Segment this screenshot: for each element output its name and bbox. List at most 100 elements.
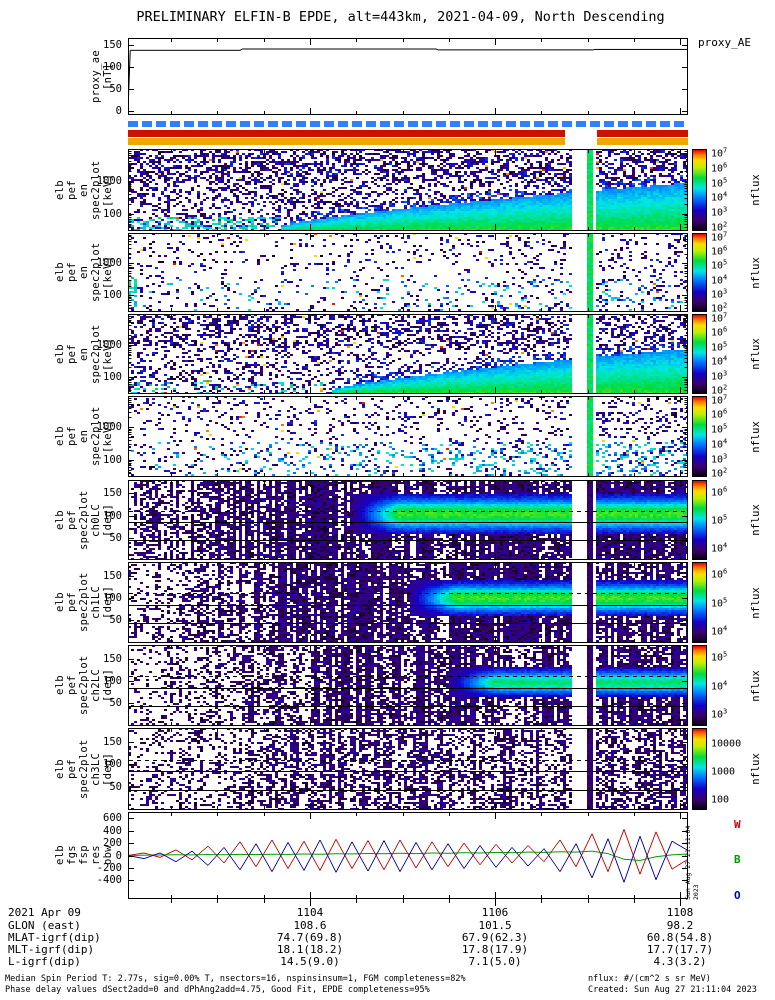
en-spec-2-colorbar-tick-1: 106: [711, 244, 728, 258]
bottom-row-value-3-2: 4.3(3.2): [653, 955, 707, 968]
ch0lc-colorbar-tick-1: 105: [711, 513, 728, 527]
ch3lc-colorbar-title: nflux: [750, 753, 762, 785]
en-spec-3-colorbar-tick-5: 102: [711, 383, 728, 398]
en-spec-3-ytick-100: 100: [103, 371, 122, 384]
en-spec-4-colorbar-tick-4: 103: [711, 451, 728, 466]
ch2lc-colorbar-tick-0: 105: [711, 650, 728, 664]
ch0lc-colorbar-tick-0: 106: [711, 485, 728, 499]
bottom-row-label-2: MLT-igrf(dip): [8, 943, 95, 956]
en-spec-2-colorbar-tick-0: 107: [711, 229, 728, 244]
en-spec-4-colorbar-tick-1: 106: [711, 407, 728, 422]
status-bar-yellow-seg1: [128, 138, 565, 145]
bottom-row-value-3-0: 14.5(9.0): [280, 955, 340, 968]
en-spec-1-colorbar-tick-3: 104: [711, 190, 728, 205]
x-major-tick-1104: [310, 899, 311, 906]
x-minor-tick-6: [541, 899, 543, 903]
bottom-row-value-0-0: 108.6: [293, 919, 327, 932]
proxy-ae-ytick-0: 0: [115, 104, 122, 117]
en-spec-3-colorbar-tick-2: 105: [711, 340, 728, 354]
bottom-row-label-3: L-igrf(dip): [8, 955, 81, 968]
footer-created: Created: Sun Aug 27 21:11:04 2023: [588, 985, 757, 995]
ch1lc-colorbar-title: nflux: [750, 586, 762, 619]
en-spec-1-colorbar-title: nflux: [750, 174, 762, 206]
obw-ytick-0: 0: [115, 849, 122, 862]
en-spec-1-colorbar-tick-4: 103: [711, 205, 728, 220]
ch1lc-colorbar-tick-1: 105: [711, 595, 728, 610]
obw-legend-w: W: [734, 818, 741, 832]
ch1lc-colorbar-tick-2: 104: [711, 624, 728, 638]
bottom-row-value-2-2: 17.7(17.7): [646, 943, 714, 956]
en-spec-2-colorbar-tick-5: 102: [711, 301, 728, 316]
x-major-tick-1106: [495, 899, 497, 906]
obw-ytick-400: 400: [103, 824, 122, 837]
proxy-ae-ytick-150: 150: [103, 38, 122, 51]
en-spec-1-ytick-100: 100: [103, 207, 122, 220]
ch0lc-ytick-100: 100: [103, 509, 122, 522]
ch2lc-ytick-150: 150: [103, 652, 122, 665]
status-bar-yellow-seg2: [597, 138, 688, 145]
en-spec-3-ytick-1000: 1000: [96, 338, 122, 351]
ch3lc-ytick-100: 100: [103, 758, 122, 771]
en-spec-4-colorbar-tick-0: 107: [711, 392, 728, 407]
obw-legend-b: B: [734, 852, 741, 866]
obw-ytick--400: -400: [96, 874, 122, 887]
footer-line-2: Phase delay values dSect2add=0 and dPhAn…: [5, 985, 430, 995]
en-spec-2-colorbar: [692, 233, 707, 312]
en-spec-2-colorbar-tick-4: 103: [711, 287, 728, 301]
ch0lc-ytick-50: 50: [109, 531, 122, 544]
en-spec-2-colorbar-title: nflux: [750, 256, 762, 289]
en-spec-3-plot: [128, 314, 688, 394]
en-spec-2-ytick-100: 100: [103, 289, 122, 302]
bottom-row-value-2-0: 18.1(18.2): [276, 943, 344, 956]
en-spec-4-colorbar-tick-5: 102: [711, 466, 728, 481]
ch3lc-plot: [128, 728, 688, 810]
en-spec-3-colorbar-title: nflux: [750, 338, 762, 370]
en-spec-4-ytick-1000: 1000: [96, 421, 122, 434]
en-spec-3-colorbar-tick-0: 107: [711, 310, 728, 325]
obw-ytick-200: 200: [103, 837, 122, 850]
bottom-row-label-1: MLAT-igrf(dip): [8, 931, 101, 944]
bottom-row-value-0-2: 98.2: [666, 919, 694, 932]
proxy-ae-ytick-50: 50: [109, 82, 122, 95]
en-spec-3-colorbar: [692, 314, 707, 394]
bottom-row-label-0: GLON (east): [8, 919, 81, 932]
ch0lc-plot: [128, 480, 688, 560]
obw-ytick-600: 600: [103, 812, 122, 825]
ch1lc-ytick-50: 50: [109, 614, 122, 627]
en-spec-1-colorbar-tick-0: 107: [711, 146, 728, 160]
ch2lc-colorbar-title: nflux: [750, 669, 762, 702]
en-spec-2-ytick-1000: 1000: [96, 257, 122, 270]
ch2lc-ytick-100: 100: [103, 674, 122, 687]
status-bar-blue: [128, 121, 688, 127]
x-minor-tick-8: [633, 899, 635, 903]
en-spec-1-plot: [128, 149, 688, 231]
ch3lc-ytick-150: 150: [103, 735, 122, 748]
en-spec-1-colorbar-tick-5: 102: [711, 220, 728, 234]
obw-legend-o: O: [734, 888, 741, 902]
en-spec-3-colorbar-tick-4: 103: [711, 369, 728, 383]
en-spec-4-colorbar-title: nflux: [750, 420, 762, 453]
ch2lc-colorbar-tick-1: 104: [711, 678, 728, 693]
ch0lc-colorbar-title: nflux: [750, 504, 762, 536]
ch1lc-plot: [128, 562, 688, 643]
proxy-ae-ytick-100: 100: [103, 60, 122, 73]
en-spec-2-colorbar-tick-2: 105: [711, 258, 728, 272]
x-minor-tick-0: [171, 899, 173, 903]
status-bar-red-seg1: [128, 130, 565, 137]
footer-units: nflux: #/(cm^2 s sr MeV): [588, 974, 711, 984]
en-spec-1-colorbar-tick-2: 105: [711, 175, 728, 190]
obw-plot: [128, 812, 688, 899]
obw-ytick--200: -200: [96, 861, 122, 874]
ch0lc-colorbar-tick-2: 104: [711, 541, 728, 555]
en-spec-3-colorbar-tick-1: 106: [711, 325, 728, 339]
en-spec-2-colorbar-tick-3: 104: [711, 273, 728, 287]
ch3lc-ytick-50: 50: [109, 781, 122, 794]
en-spec-1-colorbar: [692, 149, 707, 231]
ch3lc-colorbar-tick-1: 1000: [711, 766, 736, 778]
plot-title: PRELIMINARY ELFIN-B EPDE, alt=443km, 202…: [136, 9, 665, 25]
ch1lc-colorbar: [692, 562, 707, 643]
ch2lc-plot: [128, 645, 688, 726]
ch2lc-colorbar-tick-2: 103: [711, 707, 728, 721]
bottom-row-value-1-0: 74.7(69.8): [276, 931, 344, 944]
